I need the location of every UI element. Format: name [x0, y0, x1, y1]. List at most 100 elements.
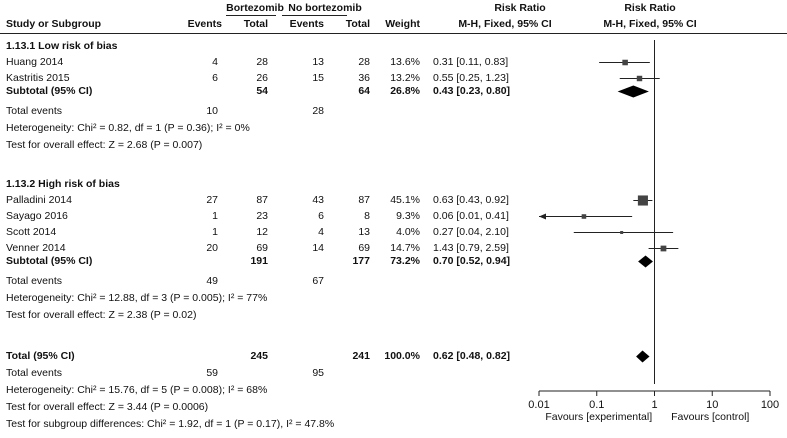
- weight-value: 9.3%: [396, 210, 420, 222]
- group1-header: Bortezomib: [226, 2, 284, 14]
- events-experimental: 20: [206, 242, 218, 254]
- total-experimental: 69: [256, 242, 268, 254]
- risk-ratio-ci: 0.70 [0.52, 0.94]: [433, 255, 511, 267]
- events-experimental: 10: [206, 105, 218, 117]
- total-experimental: 23: [256, 210, 268, 222]
- total-experimental: 12: [256, 226, 268, 238]
- risk-ratio-ci: 0.63 [0.43, 0.92]: [433, 194, 509, 206]
- x-tick-label: 0.01: [528, 399, 549, 411]
- events-experimental: 27: [206, 194, 218, 206]
- risk-ratio-ci: 0.43 [0.23, 0.80]: [433, 85, 511, 97]
- group2-underline: [282, 15, 347, 16]
- events-control: 4: [318, 226, 324, 238]
- events-control: 95: [312, 367, 324, 379]
- group2-header: No bortezomib: [288, 2, 362, 14]
- total-control: 13: [358, 226, 370, 238]
- total-experimental: 28: [256, 56, 268, 68]
- rr-sub-left: M-H, Fixed, 95% CI: [458, 18, 552, 30]
- col-events1-header: Events: [187, 18, 222, 30]
- events-experimental: 49: [206, 275, 218, 287]
- events-control: 13: [312, 56, 324, 68]
- subgroup-title: 1.13.2 High risk of bias: [6, 178, 120, 190]
- risk-ratio-ci: 0.62 [0.48, 0.82]: [433, 350, 511, 362]
- weight-value: 45.1%: [390, 194, 420, 206]
- x-tick-label: 10: [706, 399, 718, 411]
- subgroup-differences-text: Test for subgroup differences: Chi² = 1.…: [6, 418, 335, 430]
- heterogeneity-text: Heterogeneity: Chi² = 12.88, df = 3 (P =…: [6, 292, 268, 304]
- total-experimental: 191: [250, 255, 268, 267]
- row-label: Palladini 2014: [6, 194, 72, 206]
- study-point: [622, 59, 628, 66]
- subgroup-title: 1.13.1 Low risk of bias: [6, 40, 118, 52]
- row-label: Kastritis 2015: [6, 72, 70, 84]
- row-label: Subtotal (95% CI): [6, 255, 93, 267]
- risk-ratio-ci: 0.31 [0.11, 0.83]: [433, 56, 509, 68]
- weight-value: 4.0%: [396, 226, 420, 238]
- risk-ratio-ci: 1.43 [0.79, 2.59]: [433, 242, 509, 254]
- study-point: [637, 195, 648, 206]
- col-weight-header: Weight: [385, 18, 420, 30]
- risk-ratio-ci: 0.06 [0.01, 0.41]: [433, 210, 509, 222]
- row-label: Total (95% CI): [6, 350, 75, 362]
- events-experimental: 6: [212, 72, 218, 84]
- group1-underline: [226, 15, 276, 16]
- summary-diamond: [638, 255, 653, 268]
- x-tick-label: 100: [761, 399, 779, 411]
- favours-control-label: Favours [control]: [671, 411, 749, 423]
- row-label: Total events: [6, 275, 63, 287]
- events-control: 14: [312, 242, 324, 254]
- total-control: 8: [364, 210, 370, 222]
- total-control: 69: [358, 242, 370, 254]
- col-events2-header: Events: [289, 18, 324, 30]
- row-label: Sayago 2016: [6, 210, 68, 222]
- heterogeneity-text: Heterogeneity: Chi² = 15.76, df = 5 (P =…: [6, 384, 268, 396]
- overall-effect-text: Test for overall effect: Z = 3.44 (P = 0…: [6, 401, 209, 413]
- row-label: Subtotal (95% CI): [6, 85, 93, 97]
- overall-effect-text: Test for overall effect: Z = 2.38 (P = 0…: [6, 309, 197, 321]
- weight-value: 13.2%: [390, 72, 420, 84]
- total-control: 241: [352, 350, 370, 362]
- total-control: 64: [358, 85, 370, 97]
- rr-title-right: Risk Ratio: [624, 2, 676, 14]
- favours-experimental-label: Favours [experimental]: [545, 411, 652, 423]
- total-control: 36: [358, 72, 370, 84]
- row-label: Scott 2014: [6, 226, 57, 238]
- weight-value: 73.2%: [390, 255, 420, 267]
- weight-value: 100.0%: [384, 350, 420, 362]
- col-total2-header: Total: [345, 18, 370, 30]
- x-tick-label: 1: [651, 399, 657, 411]
- header-rule: [0, 33, 787, 34]
- rr-sub-right: M-H, Fixed, 95% CI: [603, 18, 697, 30]
- overall-effect-text: Test for overall effect: Z = 2.68 (P = 0…: [6, 139, 203, 151]
- events-control: 15: [312, 72, 324, 84]
- events-control: 28: [312, 105, 324, 117]
- row-label: Total events: [6, 105, 63, 117]
- events-experimental: 1: [212, 226, 218, 238]
- row-label: Venner 2014: [6, 242, 66, 254]
- study-point: [620, 231, 624, 234]
- events-control: 67: [312, 275, 324, 287]
- events-experimental: 1: [212, 210, 218, 222]
- study-point: [660, 245, 667, 252]
- risk-ratio-ci: 0.27 [0.04, 2.10]: [433, 226, 509, 238]
- ci-arrow-left: [539, 213, 546, 220]
- summary-diamond: [617, 85, 649, 98]
- row-label: Huang 2014: [6, 56, 64, 68]
- events-control: 6: [318, 210, 324, 222]
- study-point: [581, 214, 587, 219]
- heterogeneity-text: Heterogeneity: Chi² = 0.82, df = 1 (P = …: [6, 122, 250, 134]
- events-experimental: 4: [212, 56, 218, 68]
- summary-diamond: [636, 350, 650, 363]
- total-control: 177: [352, 255, 370, 267]
- weight-value: 14.7%: [390, 242, 420, 254]
- col-total1-header: Total: [243, 18, 268, 30]
- events-experimental: 59: [206, 367, 218, 379]
- total-experimental: 245: [250, 350, 268, 362]
- total-experimental: 87: [256, 194, 268, 206]
- study-point: [636, 75, 643, 82]
- total-control: 28: [358, 56, 370, 68]
- events-control: 43: [312, 194, 324, 206]
- col-study-header: Study or Subgroup: [6, 18, 102, 30]
